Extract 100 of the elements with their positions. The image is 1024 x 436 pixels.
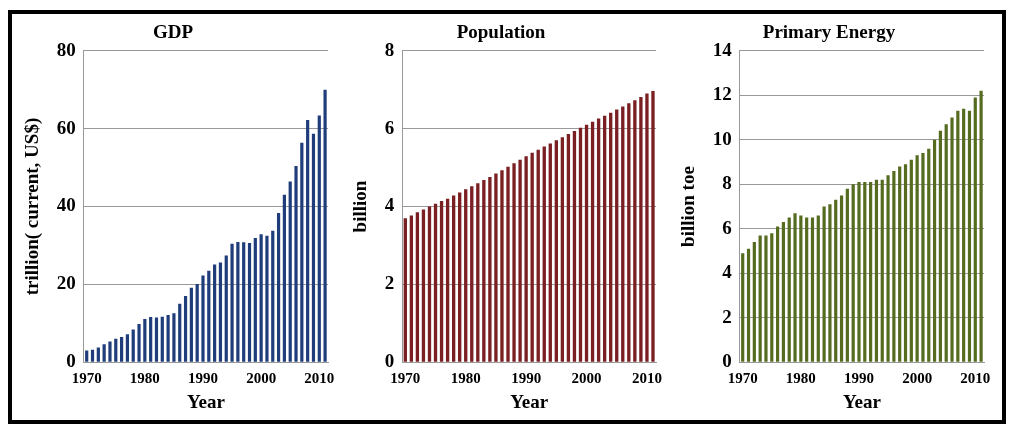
bar	[578, 127, 583, 362]
y-tick-label: 6	[384, 116, 395, 138]
bar	[851, 184, 855, 362]
bar	[962, 108, 966, 362]
bar	[189, 287, 193, 362]
x-tick-label: 1980	[785, 370, 816, 387]
bar	[787, 217, 791, 362]
y-tick-label: 8	[722, 172, 732, 194]
bar	[300, 142, 304, 362]
x-axis-title: Year	[842, 390, 882, 412]
bar	[500, 170, 504, 362]
bar	[218, 262, 223, 362]
y-tick-label: 4	[722, 261, 733, 283]
y-tick-label: 10	[712, 127, 732, 149]
bar	[90, 349, 95, 362]
bar	[230, 243, 234, 362]
y-tick-label: 40	[56, 194, 76, 216]
x-tick-label: 1980	[450, 370, 481, 387]
bar	[288, 181, 292, 362]
bar	[572, 130, 577, 362]
bar	[950, 117, 954, 362]
bar	[494, 173, 498, 362]
bar	[201, 275, 205, 362]
bar	[265, 235, 269, 362]
bar	[822, 206, 826, 362]
bar	[839, 195, 844, 362]
y-tick-label: 0	[722, 350, 732, 372]
bar	[758, 235, 762, 362]
bar	[584, 124, 589, 362]
bar	[542, 146, 546, 362]
bar	[154, 317, 159, 362]
bar	[464, 189, 468, 362]
y-tick-label: 14	[712, 38, 733, 60]
bar	[874, 179, 879, 362]
y-tick-label: 12	[712, 83, 732, 105]
bar	[560, 137, 565, 362]
bar	[770, 233, 774, 362]
bar	[793, 213, 797, 362]
bar	[903, 164, 908, 362]
bar	[451, 195, 456, 362]
bar	[927, 148, 931, 362]
bar	[816, 215, 820, 362]
x-tick-label: 1990	[187, 370, 218, 387]
bar	[172, 313, 176, 362]
bar	[85, 350, 89, 362]
bar	[956, 110, 960, 362]
bar	[857, 182, 861, 362]
y-tick-label: 2	[722, 305, 732, 327]
bar	[944, 124, 948, 362]
bar	[458, 192, 462, 362]
bar	[236, 241, 240, 362]
chart-title: GDP	[152, 21, 194, 43]
chart-title: Primary Energy	[762, 21, 896, 43]
y-tick-label: 60	[56, 116, 76, 138]
bar	[645, 93, 649, 362]
bar	[131, 329, 135, 362]
bar	[863, 182, 867, 362]
bar	[323, 89, 327, 362]
y-tick-label: 2	[384, 272, 395, 294]
x-tick-label: 2010	[304, 370, 335, 387]
bar	[938, 130, 942, 362]
bar	[781, 222, 786, 362]
bar	[114, 338, 118, 362]
bar	[166, 315, 170, 362]
bar	[869, 182, 873, 362]
bar	[207, 270, 211, 362]
bar	[764, 235, 768, 362]
bar	[427, 206, 432, 362]
x-tick-label: 1990	[843, 370, 874, 387]
y-axis-title: trillion( current, US$)	[21, 117, 44, 296]
bar	[967, 110, 972, 362]
bar	[439, 201, 444, 362]
bar	[518, 159, 522, 362]
y-tick-label: 4	[384, 194, 395, 216]
bar	[119, 336, 124, 362]
bar	[524, 156, 528, 362]
bar	[294, 166, 298, 362]
bar	[932, 139, 937, 362]
bar	[482, 180, 486, 362]
bar	[149, 317, 153, 362]
y-tick-label: 20	[56, 272, 76, 294]
x-tick-label: 1970	[390, 370, 421, 387]
bar	[409, 215, 414, 362]
bar	[603, 115, 607, 362]
bar	[512, 163, 516, 362]
bar	[590, 121, 595, 362]
bar	[596, 118, 601, 362]
bar	[160, 316, 164, 362]
bar	[433, 203, 438, 362]
y-tick-label: 8	[384, 38, 395, 60]
y-tick-label: 0	[66, 350, 76, 372]
x-tick-label: 1970	[727, 370, 758, 387]
bar	[476, 183, 480, 362]
x-tick-label: 2000	[571, 370, 602, 387]
bar	[242, 242, 246, 362]
x-tick-label: 1970	[71, 370, 102, 387]
bar	[445, 198, 450, 362]
bar	[909, 159, 913, 362]
x-tick-label: 1980	[129, 370, 160, 387]
bar	[317, 115, 321, 362]
